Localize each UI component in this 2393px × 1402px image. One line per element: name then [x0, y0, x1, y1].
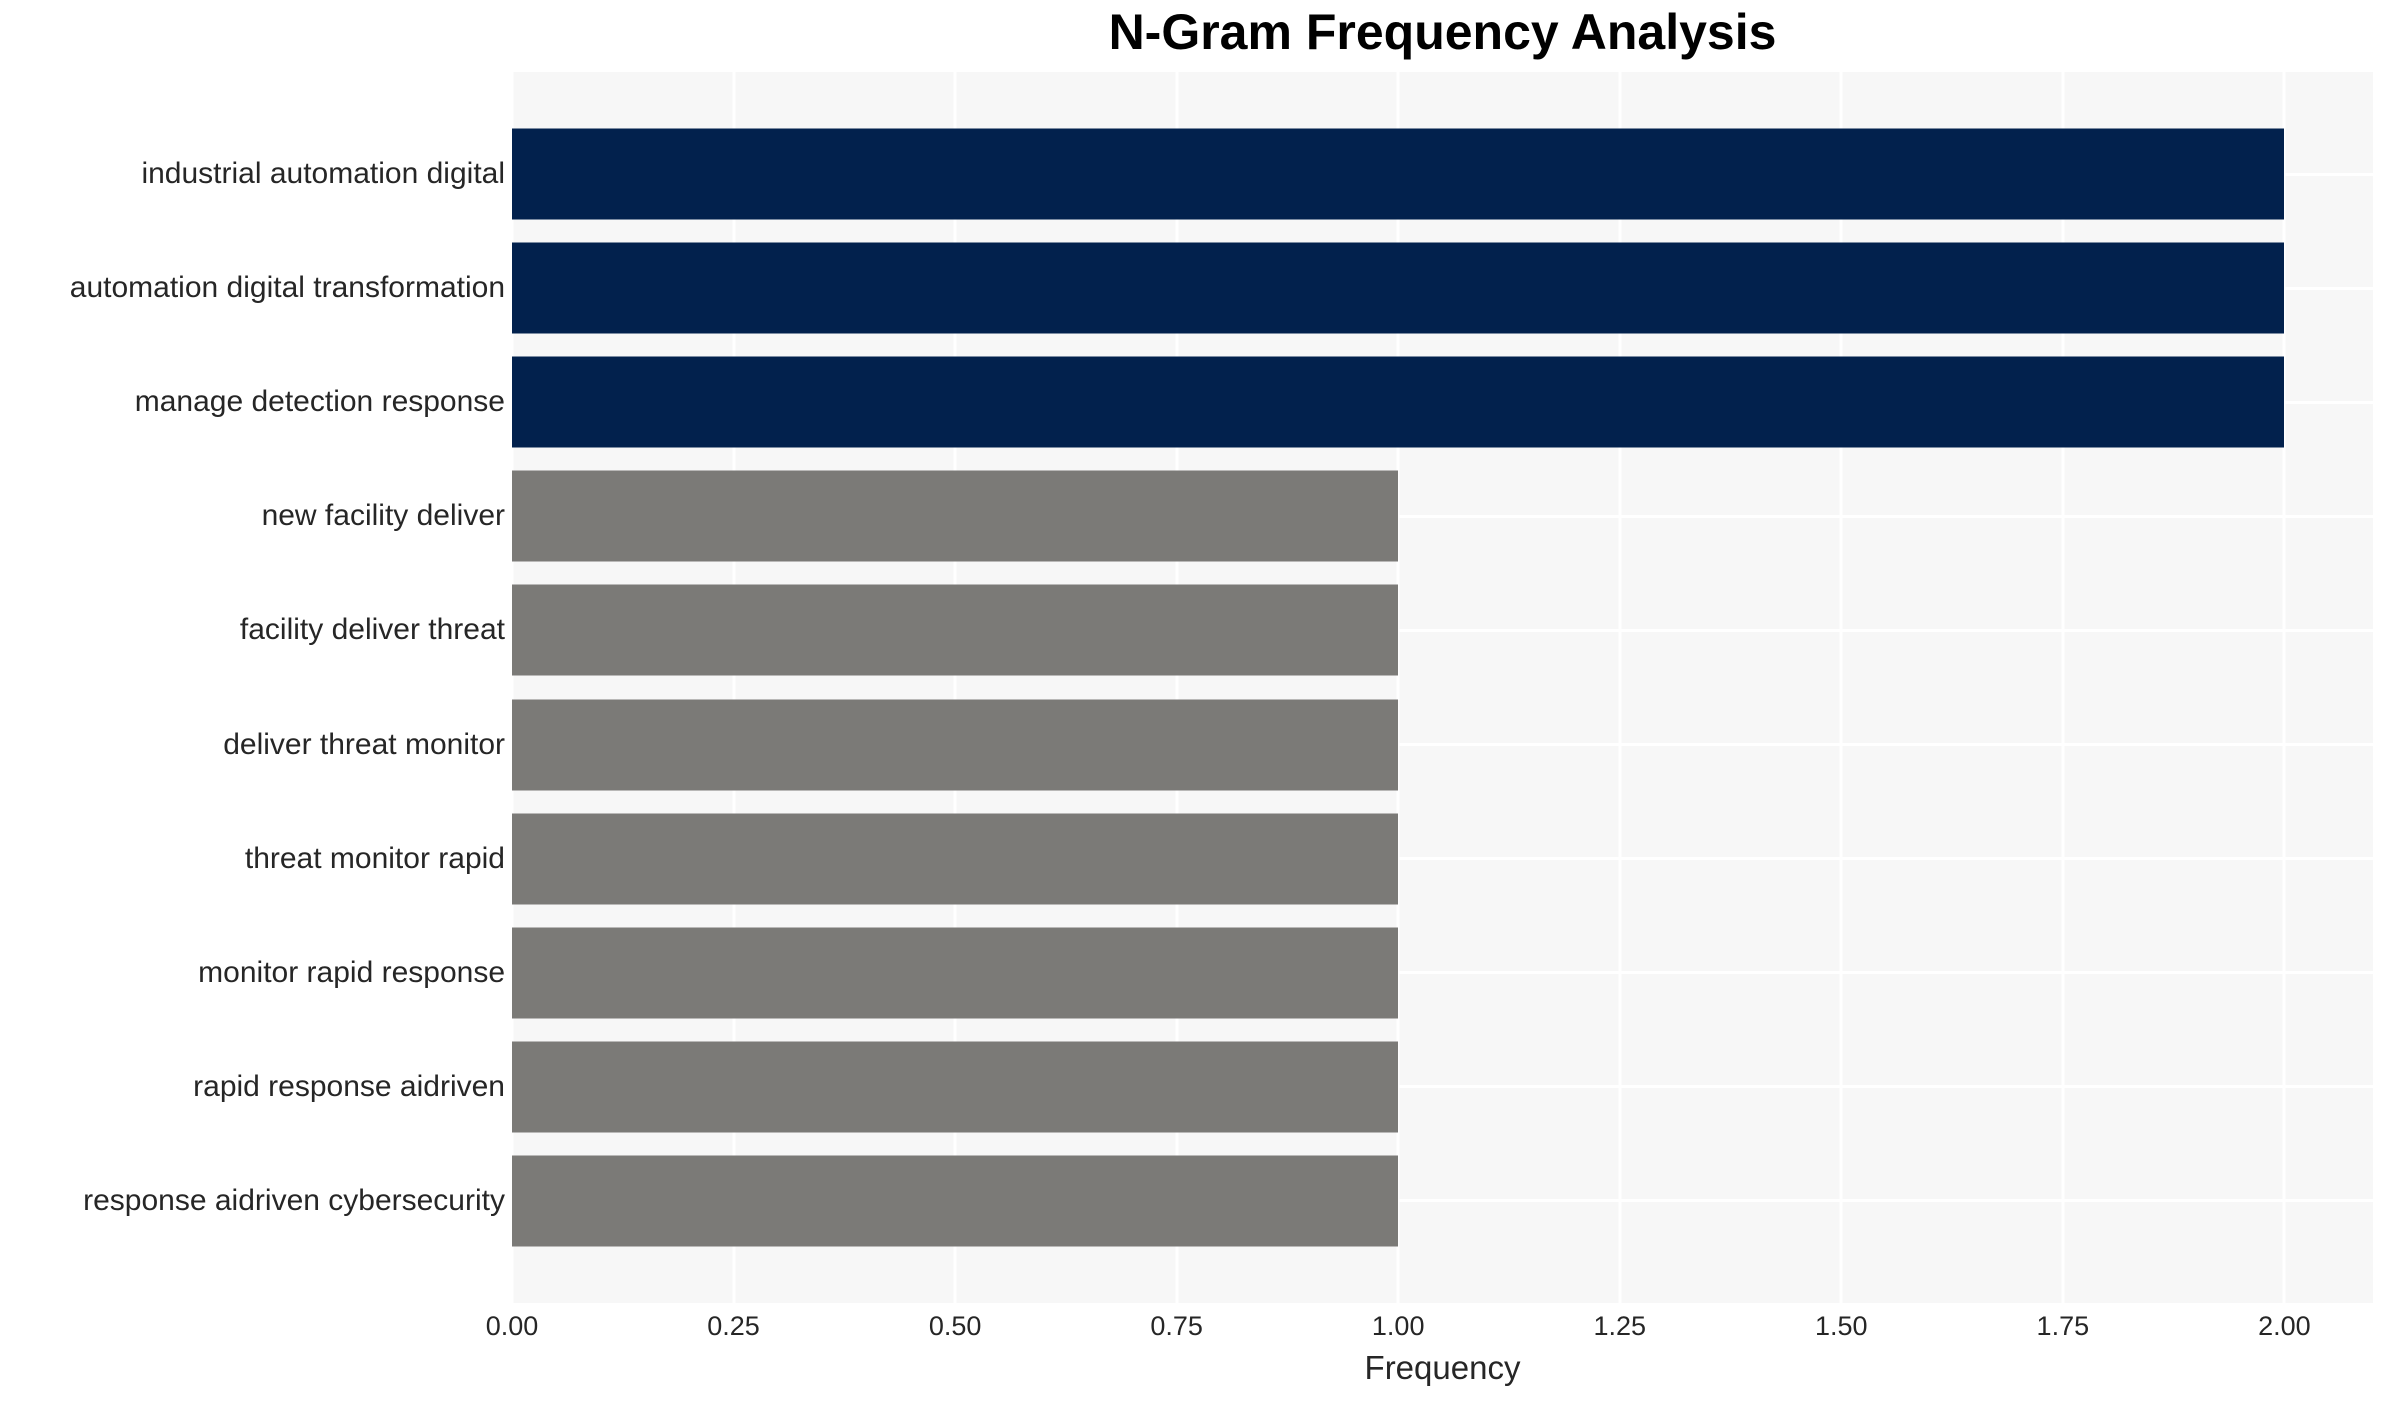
- x-tick-label: 0.75: [1150, 1311, 1203, 1341]
- x-gridline: [2061, 72, 2065, 1303]
- bar-row: [512, 687, 2373, 801]
- bar-row: [512, 1030, 2373, 1144]
- bar-row: [512, 117, 2373, 231]
- bar-row: [512, 1144, 2373, 1258]
- y-gridline: [512, 1085, 2373, 1089]
- y-axis-label: rapid response aidriven: [193, 1069, 505, 1103]
- bar: [512, 699, 1399, 791]
- y-gridline: [512, 514, 2373, 518]
- bar-row: [512, 802, 2373, 916]
- y-axis-label: deliver threat monitor: [223, 727, 505, 761]
- bar: [512, 813, 1399, 905]
- y-axis-label: facility deliver threat: [239, 613, 505, 647]
- bar-row: [512, 573, 2373, 687]
- x-gridline: [1175, 72, 1179, 1303]
- plot-area: [510, 72, 2373, 1303]
- x-gridline: [1396, 72, 1400, 1303]
- bar: [512, 1041, 1399, 1133]
- x-gridline: [732, 72, 736, 1303]
- x-axis-title: Frequency: [1364, 1349, 1521, 1386]
- y-axis-label: monitor rapid response: [198, 955, 505, 989]
- y-gridline: [512, 628, 2373, 632]
- bar: [512, 927, 1399, 1019]
- x-gridline: [2282, 72, 2286, 1303]
- x-tick-label: 0.00: [485, 1311, 539, 1341]
- x-tick-label: 1.75: [2036, 1311, 2090, 1341]
- x-tick-label: 1.00: [1371, 1311, 1425, 1341]
- y-axis-label: response aidriven cybersecurity: [83, 1183, 505, 1217]
- x-tick-label: 0.25: [707, 1311, 760, 1341]
- x-tick-label: 0.50: [928, 1311, 982, 1341]
- y-axis-label: industrial automation digital: [141, 157, 505, 191]
- y-axis-label: manage detection response: [134, 385, 505, 419]
- y-axis-label: automation digital transformation: [69, 271, 505, 305]
- chart-title: N-Gram Frequency Analysis: [1108, 4, 1777, 60]
- bar: [512, 356, 2285, 448]
- bar-row: [512, 345, 2373, 459]
- y-axis-labels: industrial automation digital automation …: [0, 72, 512, 1303]
- y-axis-label: threat monitor rapid: [244, 841, 505, 875]
- bar-row: [512, 916, 2373, 1030]
- x-tick-label: 2.00: [2258, 1311, 2311, 1341]
- y-gridline: [512, 1199, 2373, 1203]
- bar: [512, 128, 2285, 220]
- x-gridline: [1618, 72, 1622, 1303]
- y-gridline: [512, 971, 2373, 975]
- y-gridline: [512, 857, 2373, 861]
- bars-container: [512, 72, 2373, 1303]
- x-gridline: [1839, 72, 1843, 1303]
- bar-row: [512, 459, 2373, 573]
- x-gridline: [510, 72, 514, 1303]
- x-gridline: [953, 72, 957, 1303]
- y-axis-label: new facility deliver: [261, 499, 505, 533]
- x-axis-ticks: 0.00 0.25 0.50 0.75 1.00 1.25 1.50 1.75 2.00: [486, 1311, 2373, 1345]
- bar: [512, 242, 2285, 334]
- bar-row: [512, 231, 2373, 345]
- y-gridline: [512, 743, 2373, 747]
- x-tick-label: 1.25: [1593, 1311, 1647, 1341]
- bar: [512, 470, 1399, 562]
- x-tick-label: 1.50: [1815, 1311, 1868, 1341]
- bar: [512, 584, 1399, 676]
- bar: [512, 1155, 1399, 1247]
